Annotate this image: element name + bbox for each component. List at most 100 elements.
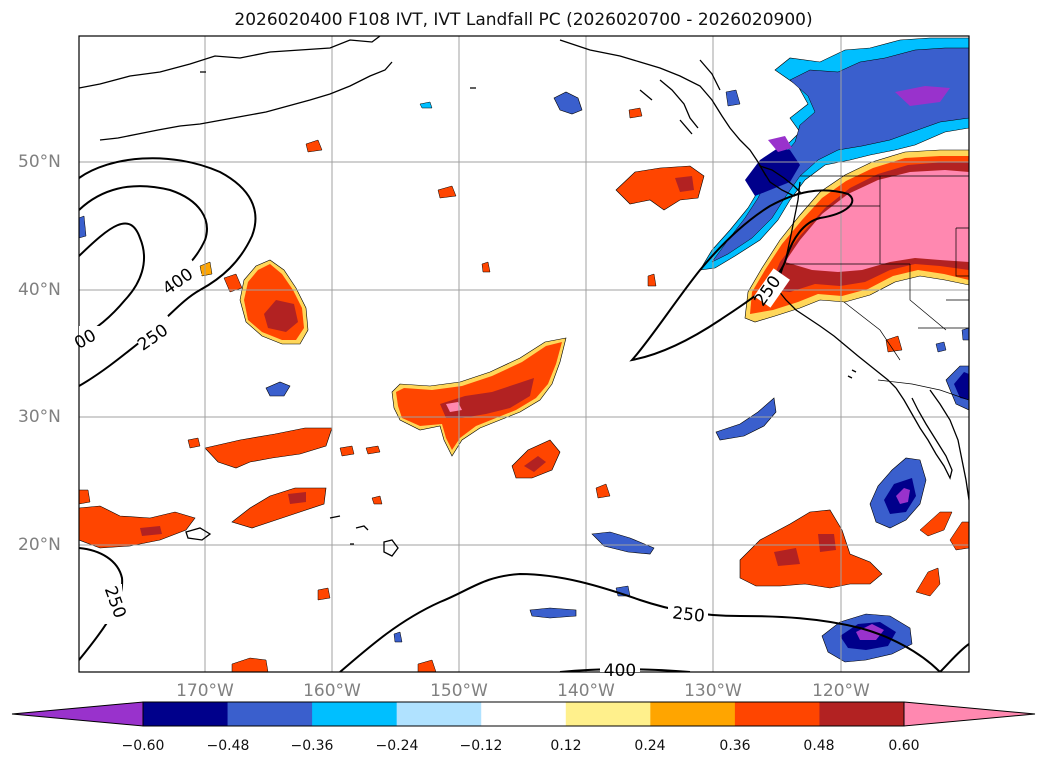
border-inner-ca [843,301,901,361]
colorbar-segment [312,702,398,726]
positive-region-24n-high [288,492,306,504]
positive-speck-16 [647,273,657,287]
positive-speck-8 [317,587,331,601]
border-nevada [909,264,947,331]
negative-speck-5 [935,341,947,353]
border-us-mexico [877,379,969,401]
positive-region-123w [739,509,883,589]
negative-region-north-deep2 [895,86,950,106]
contour-label-250-south: 250 [671,603,705,626]
lat-label-50n: 50°N [18,152,61,172]
positive-region-123w-high [774,548,800,566]
contour-250-south [339,572,941,672]
negative-region-north-deep3 [768,136,792,152]
positive-region-115w [919,511,953,537]
positive-speck-11 [885,335,903,353]
colorbar-tick-label: 0.48 [803,738,835,754]
colorbar-tick-label: 0.60 [888,738,920,754]
negative-speck-4 [79,215,87,239]
contour-250-west-upper [79,157,257,333]
plot-title: 2026020400 F108 IVT, IVT Landfall PC (20… [234,10,813,30]
colorbar-segment [734,702,820,726]
positive-region-west-22n [79,505,196,549]
colorbar-tick-label: 0.36 [719,738,751,754]
lon-label-140w: 140°W [557,681,615,701]
colorbar-segment [143,702,229,726]
positive-speck-10 [417,659,437,672]
contour-labels: 400 250 00 250 250 250 400 [71,258,790,681]
ivt-shading [79,37,969,672]
negative-region-mex-core2 [896,488,910,504]
positive-region-146w-high [524,456,546,472]
contour-label-bg [754,268,790,308]
lon-label-170w: 170°W [176,681,234,701]
positive-speck-9 [231,657,269,672]
colorbar-tick-label: −0.60 [121,738,165,754]
coastline-vancouver-island [758,164,802,197]
contour-label-bg [133,314,179,354]
colorbar-segment [565,702,651,726]
contour-250-west-lower [79,341,141,387]
coastline-bc-islands [639,59,721,135]
map-frame [78,35,970,673]
positive-region-28n [204,427,333,469]
positive-speck-2 [305,139,323,153]
coastline-alaska [79,36,381,89]
positive-region-117w [915,567,941,597]
contour-label-bg [668,604,708,624]
colorbar-extend-high [903,701,1036,727]
colorbar-segment [481,702,567,726]
positive-speck-7 [79,489,91,505]
coastline-hawaii [185,515,399,557]
negative-region-east-30n-deep [954,372,969,400]
coastline-small-islands [200,71,857,545]
positive-speck-1 [223,273,243,293]
colorbar-tick-label: −0.48 [206,738,250,754]
negative-region-east-38n [961,327,969,341]
contour-400-west [79,222,145,339]
colorbar-segment [396,702,482,726]
positive-region-central-peak [446,402,462,412]
negative-speck-2 [393,631,403,643]
contour-250-east [629,189,854,362]
coastline-mexico [929,389,969,501]
negative-region-north-deep [745,148,800,196]
colorbar-tick-label: 0.24 [634,738,666,754]
coastline-baja [895,387,953,480]
coastline-us-west [777,181,897,389]
positive-speck-5 [628,107,643,119]
positive-speck-3 [437,185,457,199]
lon-label-150w: 150°W [430,681,488,701]
contour-label-bg [79,326,103,346]
positive-region-central-high [440,378,534,418]
colorbar-border [142,701,905,727]
positive-speck-14 [199,261,213,277]
negative-region-20n [591,531,655,555]
contour-label-bg [98,584,122,624]
positive-region-135w-high [675,176,694,192]
positive-region-114w [949,521,969,551]
political-borders [786,175,969,401]
colorbar-tick-label: −0.36 [290,738,334,754]
contour-label-400-south: 400 [604,661,636,681]
negative-speck-6 [725,89,741,107]
colorbar-tick-label: −0.24 [375,738,419,754]
positive-speck-15 [481,261,491,273]
lon-label-130w: 130°W [684,681,742,701]
colorbar-segment [650,702,736,726]
negative-speck-1 [419,101,433,109]
contour-east-edge [939,643,969,672]
positive-speck-12 [339,445,355,457]
lat-label-20n: 20°N [18,535,61,555]
border-arizona [918,299,969,329]
positive-speck-13 [365,445,381,455]
contour-label-bg [157,258,203,298]
colorbar [11,701,1036,727]
negative-region-30n [715,397,777,441]
coastline-aleutians [99,61,393,141]
colorbar-tick-label: −0.12 [459,738,503,754]
coastline-gulf-of-alaska [559,39,767,177]
positive-region-135w [615,165,705,211]
map-content [79,36,969,672]
